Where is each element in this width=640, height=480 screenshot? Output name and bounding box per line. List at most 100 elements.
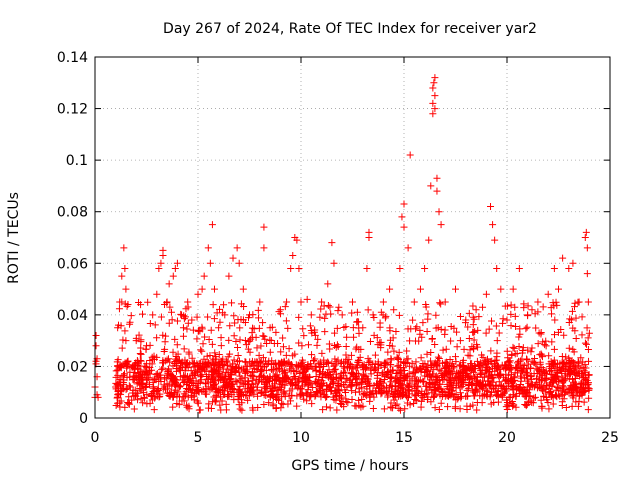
data-point-dense [492,322,500,330]
data-point-dense [516,330,524,338]
data-point [122,337,130,345]
data-point-dense [479,359,487,367]
data-point-dense [121,403,129,411]
data-point-dense [198,363,206,371]
data-point-dense [179,393,187,401]
data-point-dense [508,397,516,405]
data-point-dense [176,363,184,371]
data-point [431,105,439,113]
data-point [289,252,297,260]
data-point-dense [394,386,402,394]
data-point-dense [579,388,587,396]
data-point-dense [408,375,416,383]
data-point-dense [453,328,461,336]
data-point-dense [359,402,367,410]
data-point-dense [204,313,212,321]
data-point-dense [425,378,433,386]
data-point-dense [323,393,331,401]
data-point-dense [465,335,473,343]
data-point-dense [287,361,295,369]
data-point-dense [126,383,134,391]
data-point-dense [367,365,375,373]
data-point-dense [410,399,418,407]
data-point-dense [308,351,316,359]
data-point-dense [282,317,290,325]
data-point [163,298,171,306]
data-point-dense [473,357,481,365]
data-point-dense [119,371,127,379]
data-point [472,306,480,314]
data-point-dense [135,299,143,307]
data-point-dense [125,399,133,407]
data-point-dense [325,366,333,374]
data-point-dense [456,337,464,345]
data-point-dense [223,382,231,390]
data-point-dense [542,388,550,396]
data-point [118,298,126,306]
data-point-dense [571,382,579,390]
data-point-dense [282,351,290,359]
data-point-dense [160,381,168,389]
data-point-dense [198,347,206,355]
data-point-dense [168,316,176,324]
data-point-dense [531,354,539,362]
data-point-dense [341,369,349,377]
data-point [215,324,223,332]
data-point-dense [473,376,481,384]
data-point-dense [463,386,471,394]
data-point-dense [307,389,315,397]
data-point-dense [246,372,254,380]
data-point-dense [166,303,174,311]
data-point-dense [295,339,303,347]
data-point-dense [469,302,477,310]
data-point-dense [396,382,404,390]
data-point-dense [526,392,534,400]
data-point-dense [499,390,507,398]
data-point-dense [503,364,511,372]
x-tick-label: 20 [498,430,516,446]
data-point-dense [421,360,429,368]
data-point-dense [571,327,579,335]
data-point-dense [520,300,528,308]
data-point-dense [196,378,204,386]
data-point-dense [300,332,308,340]
data-point-dense [549,400,557,408]
data-point-dense [436,299,444,307]
data-point-dense [497,381,505,389]
data-point-dense [209,301,217,309]
data-point-dense [128,396,136,404]
data-point-dense [486,380,494,388]
data-point-dense [256,358,264,366]
data-point-dense [558,369,566,377]
data-point-dense [475,362,483,370]
data-point-dense [331,329,339,337]
data-point-dense [388,342,396,350]
data-point-dense [366,397,374,405]
data-point-dense [550,377,558,385]
data-point-dense [510,401,518,409]
data-point [229,254,237,262]
data-point-dense [431,380,439,388]
data-point-dense [217,393,225,401]
data-point-dense [580,398,588,406]
data-point-dense [403,347,411,355]
data-point-dense [310,357,318,365]
data-point [431,74,439,82]
data-point-dense [244,345,252,353]
data-point-dense [120,380,128,388]
data-point-dense [333,324,341,332]
data-point-dense [373,334,381,342]
data-point-dense [247,384,255,392]
data-point-dense [249,324,257,332]
data-point [433,174,441,182]
data-point [433,187,441,195]
data-point-dense [463,370,471,378]
data-point-dense [353,318,361,326]
data-point-dense [130,405,138,413]
data-point-dense [363,385,371,393]
data-point-dense [537,328,545,336]
data-point [210,285,218,293]
data-point [256,298,264,306]
data-point-dense [333,387,341,395]
data-point-dense [370,393,378,401]
